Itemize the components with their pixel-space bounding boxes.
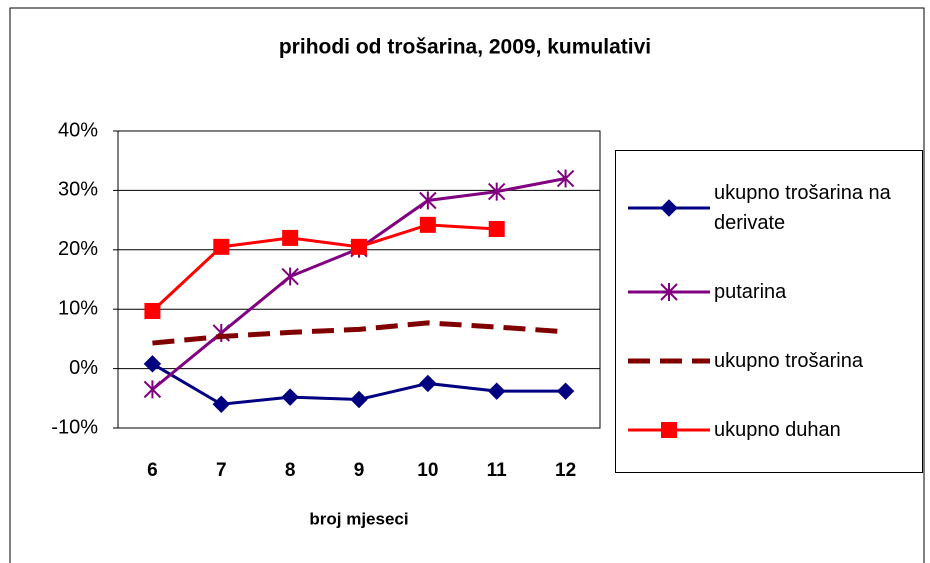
x-tick-label: 11 (487, 460, 508, 481)
legend-label: ukupno duhan (714, 418, 841, 441)
legend-swatch (628, 421, 710, 438)
marker-diamond (212, 395, 230, 413)
marker-diamond (143, 355, 162, 373)
y-tick-label: 0% (69, 357, 98, 379)
legend-swatch (628, 199, 710, 218)
marker-square (282, 229, 299, 246)
y-tick-label: -10% (51, 416, 98, 438)
y-tick-label: 40% (58, 119, 98, 141)
marker-square (488, 221, 505, 238)
series-line (151, 223, 497, 313)
marker-square (661, 421, 677, 438)
marker-star (281, 267, 299, 286)
marker-square (351, 238, 367, 255)
legend-entry: ukupno duhan (616, 415, 922, 445)
legend-entry: putarina (616, 277, 922, 307)
legend-swatch (628, 358, 710, 364)
legend-label: ukupno trošarina na derivate (714, 182, 891, 235)
x-tick-label: 8 (285, 460, 296, 481)
x-tick-label: 7 (216, 460, 227, 481)
marker-star (143, 380, 162, 399)
series-line (152, 320, 566, 346)
legend-label: putarina (714, 281, 787, 304)
x-tick-label: 9 (354, 460, 365, 481)
marker-square (144, 302, 161, 319)
legend-label: ukupno trošarina (714, 349, 863, 372)
marker-star (556, 169, 575, 188)
marker-diamond (350, 390, 368, 409)
legend: ukupno trošarina na derivate putarina ukup… (615, 150, 923, 473)
marker-diamond (488, 382, 506, 400)
marker-star (660, 283, 678, 302)
marker-diamond (660, 199, 678, 218)
marker-diamond (556, 382, 575, 400)
y-tick-label: 10% (58, 297, 98, 319)
marker-square (419, 216, 436, 233)
marker-diamond (281, 388, 299, 406)
x-axis-title: broj mjeseci (309, 509, 408, 528)
legend-swatch (628, 283, 710, 302)
x-tick-label: 12 (555, 460, 576, 481)
legend-entry: ukupno trošarina na derivate (616, 178, 922, 238)
legend-entry: ukupno trošarina (616, 346, 922, 376)
chart-title: prihodi od trošarina, 2009, kumulativi (279, 36, 651, 59)
y-tick-label: 20% (58, 238, 98, 260)
y-tick-label: 30% (58, 179, 98, 201)
marker-star (488, 182, 506, 201)
marker-square (213, 238, 230, 255)
marker-star (419, 191, 437, 210)
marker-diamond (419, 374, 437, 393)
x-tick-label: 10 (417, 460, 438, 481)
x-tick-label: 6 (147, 460, 158, 481)
